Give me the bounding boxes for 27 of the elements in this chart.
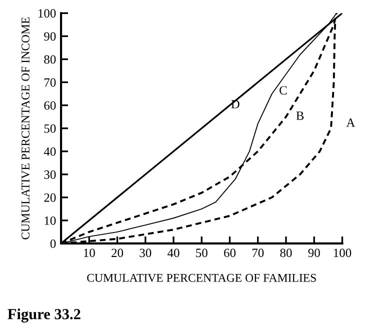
x-tick-label: 70 [252,248,264,258]
y-tick-label: 90 [44,32,56,41]
y-tick-label: 0 [50,239,56,248]
series-label: C [280,86,287,95]
y-axis-title: CUMULATIVE PERCENTAGE OF INCOME [22,17,30,240]
series-label: A [346,118,356,127]
series-label: B [296,112,304,120]
caption: Figure 33.2 [8,308,80,323]
y-tick-label: 70 [44,78,56,87]
x-tick-label: 90 [308,248,320,258]
x-tick-label: 30 [140,248,152,258]
x-axis-title: CUMULATIVE PERCENTAGE OF FAMILIES [87,274,316,282]
x-tick-label: 40 [168,248,180,258]
x-tick-label: 80 [280,248,292,258]
x-tick-label: 20 [112,248,124,258]
y-tick-label: 20 [44,193,56,202]
y-tick-label: 50 [44,124,56,133]
x-tick-label: 60 [224,248,236,258]
x-tick-label: 50 [196,248,208,258]
x-tick-label: 10 [84,248,95,258]
y-tick-label: 30 [44,170,56,179]
x-tick-label: 100 [334,248,352,258]
y-tick-label: 80 [44,55,56,64]
y-tick-label: 100 [38,9,56,18]
y-tick-label: 40 [44,147,56,156]
y-tick-label: 10 [44,216,56,225]
y-tick-label: 60 [44,101,56,110]
